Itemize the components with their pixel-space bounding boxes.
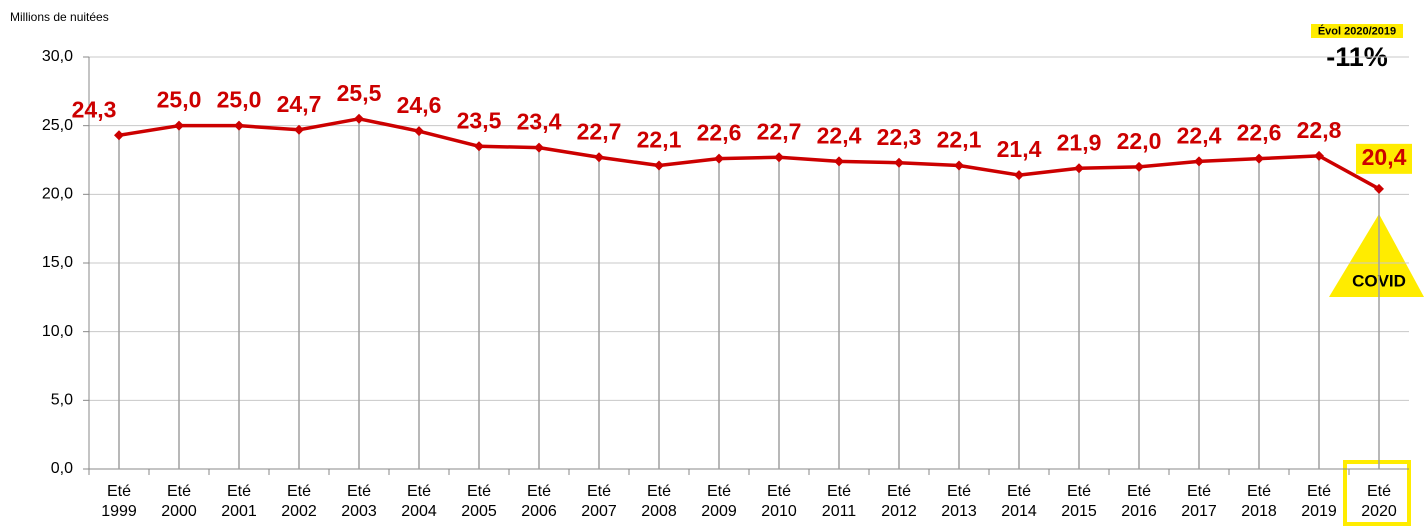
y-tick-label: 10,0 (42, 323, 73, 340)
y-tick-label: 15,0 (42, 254, 73, 271)
y-tick-label: 25,0 (42, 117, 73, 134)
x-tick-label: Eté 1999 (101, 483, 137, 520)
x-tick-label: Eté 2002 (281, 483, 317, 520)
value-label: 22,7 (757, 118, 802, 144)
value-label: 22,1 (637, 127, 682, 153)
value-label: 22,8 (1297, 117, 1342, 143)
point-marker (174, 120, 184, 131)
point-marker (234, 120, 244, 131)
point-marker (1374, 183, 1384, 194)
x-tick-label: Eté 2013 (941, 483, 977, 520)
value-label-bg (1356, 143, 1412, 174)
covid-triangle (1329, 214, 1424, 297)
point-marker (1194, 156, 1204, 167)
x-tick-label: Eté 2015 (1061, 483, 1097, 520)
x-tick-label: Eté 2008 (641, 483, 677, 520)
point-marker (594, 152, 604, 163)
value-label: 25,5 (337, 80, 382, 106)
value-label: 22,4 (1177, 122, 1222, 148)
point-marker (534, 142, 544, 153)
x-tick-label: Eté 2007 (581, 483, 617, 520)
x-tick-label: Eté 2014 (1001, 483, 1037, 520)
point-marker (714, 153, 724, 164)
y-tick-label: 5,0 (51, 392, 73, 409)
evol-bg (1311, 24, 1403, 38)
highlight-box (1343, 460, 1411, 526)
value-label: 24,3 (72, 96, 117, 122)
x-tick-label: Eté 2020 (1361, 483, 1397, 520)
value-label: 25,0 (217, 87, 262, 113)
y-axis-label: Millions de nuitées (10, 10, 109, 24)
value-label: 24,7 (277, 91, 322, 117)
x-tick-label: Eté 2018 (1241, 483, 1277, 520)
point-marker (414, 126, 424, 137)
x-tick-label: Eté 2017 (1181, 483, 1217, 520)
value-label: 22,0 (1117, 128, 1162, 154)
x-tick-label: Eté 2016 (1121, 483, 1157, 520)
point-marker (1254, 153, 1264, 164)
x-tick-label: Eté 2004 (401, 483, 437, 520)
evol-label: Évol 2020/2019 (1318, 24, 1396, 37)
value-label: 22,1 (937, 127, 982, 153)
x-tick-label: Eté 2006 (521, 483, 557, 520)
value-label: 22,4 (817, 122, 862, 148)
value-label: 21,4 (997, 136, 1042, 162)
value-label: 24,6 (397, 92, 442, 118)
x-tick-label: Eté 2005 (461, 483, 497, 520)
point-marker (774, 152, 784, 163)
x-tick-label: Eté 2011 (821, 483, 857, 520)
point-marker (894, 157, 904, 168)
value-label: 20,4 (1362, 144, 1407, 170)
point-marker (1014, 170, 1024, 181)
point-marker (954, 160, 964, 171)
point-marker (654, 160, 664, 171)
point-marker (474, 141, 484, 152)
y-tick-label: 30,0 (42, 48, 73, 65)
value-label: 23,4 (517, 109, 562, 135)
value-label: 22,6 (1237, 120, 1282, 146)
point-marker (1074, 163, 1084, 174)
point-marker (834, 156, 844, 167)
value-label: 23,5 (457, 107, 502, 133)
point-marker (294, 124, 304, 135)
series-line (118, 117, 1380, 191)
value-label: 25,0 (157, 87, 202, 113)
value-label: 22,3 (877, 124, 922, 150)
x-tick-label: Eté 2010 (761, 483, 797, 520)
point-marker (1134, 161, 1144, 172)
x-tick-label: Eté 2000 (161, 483, 197, 520)
x-tick-label: Eté 2003 (341, 483, 377, 520)
x-tick-label: Eté 2019 (1301, 483, 1337, 520)
point-marker (1314, 150, 1324, 161)
y-tick-label: 20,0 (42, 186, 73, 203)
point-marker (354, 113, 364, 124)
value-label: 21,9 (1057, 129, 1102, 155)
x-tick-label: Eté 2012 (881, 483, 917, 520)
value-label: 22,6 (697, 120, 742, 146)
point-marker (114, 130, 124, 141)
y-tick-label: 0,0 (51, 460, 73, 477)
x-tick-label: Eté 2009 (701, 483, 737, 520)
value-label: 22,7 (577, 118, 622, 144)
x-tick-label: Eté 2001 (221, 483, 257, 520)
